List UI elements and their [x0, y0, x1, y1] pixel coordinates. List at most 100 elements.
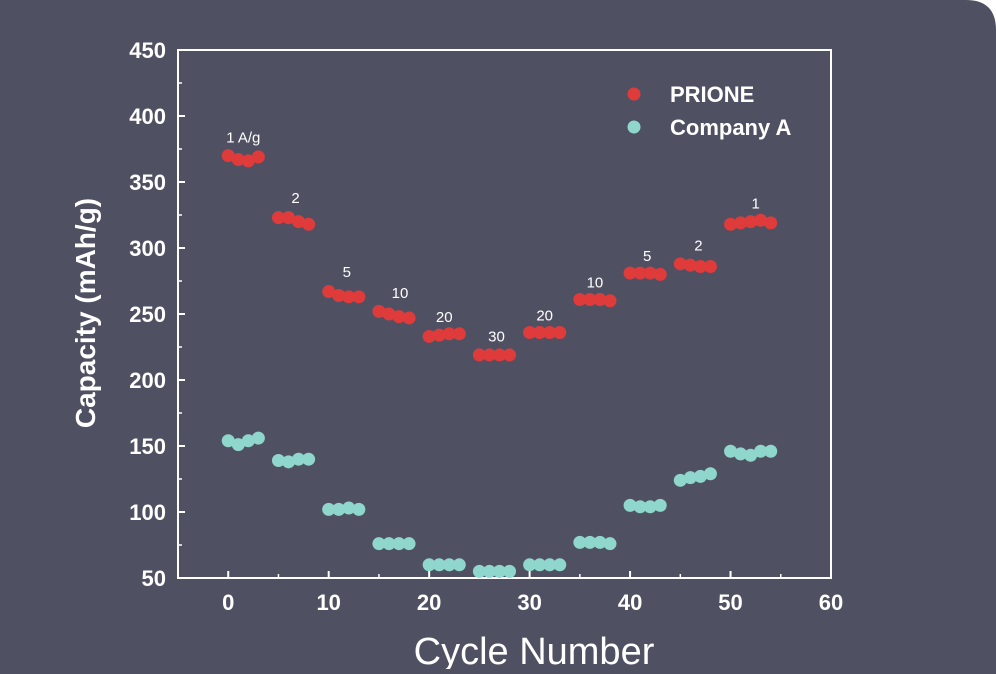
data-point — [523, 325, 537, 339]
data-point — [744, 215, 758, 229]
data-point — [703, 467, 717, 481]
data-point — [352, 290, 366, 304]
data-point — [724, 444, 738, 458]
data-point — [764, 216, 778, 230]
data-point — [623, 266, 637, 280]
rate-annotation: 2 — [291, 190, 299, 207]
legend-label: PRIONE — [670, 82, 754, 107]
data-point — [302, 217, 316, 231]
data-point — [231, 153, 245, 167]
data-point — [724, 217, 738, 231]
data-point — [482, 348, 496, 362]
rate-annotation: 5 — [343, 264, 351, 281]
data-point — [482, 564, 496, 578]
data-point — [603, 537, 617, 551]
data-point — [543, 558, 557, 572]
data-point — [382, 307, 396, 321]
data-point — [452, 327, 466, 341]
y-tick-label: 250 — [129, 302, 166, 327]
rate-annotation: 10 — [392, 285, 409, 302]
y-tick-label: 200 — [129, 368, 166, 393]
data-point — [472, 564, 486, 578]
rate-annotation: 20 — [436, 309, 453, 326]
data-point — [683, 471, 697, 485]
data-point — [432, 558, 446, 572]
corner-decoration — [966, 0, 996, 30]
data-point — [442, 327, 456, 341]
x-axis-label: Cycle Number — [414, 631, 655, 669]
data-point — [593, 535, 607, 549]
y-tick-label: 300 — [129, 236, 166, 261]
y-tick-label: 50 — [142, 566, 166, 591]
data-point — [553, 325, 567, 339]
data-point — [422, 558, 436, 572]
rate-annotation: 1 A/g — [226, 129, 260, 146]
y-tick-label: 350 — [129, 170, 166, 195]
data-point — [492, 348, 506, 362]
rate-annotation: 10 — [587, 275, 604, 292]
data-point — [322, 285, 336, 299]
y-tick-label: 100 — [129, 500, 166, 525]
data-point — [633, 500, 647, 514]
legend-label: Company A — [670, 115, 792, 140]
data-point — [744, 448, 758, 462]
data-point — [503, 564, 517, 578]
series-prione — [221, 149, 778, 362]
data-point — [573, 535, 587, 549]
data-point — [292, 215, 306, 229]
data-point — [553, 558, 567, 572]
rate-annotation: 2 — [694, 238, 702, 255]
data-point — [683, 258, 697, 272]
data-point — [322, 502, 336, 516]
y-tick-label: 150 — [129, 434, 166, 459]
data-point — [402, 311, 416, 325]
data-point — [764, 444, 778, 458]
x-tick-label: 20 — [417, 590, 441, 615]
data-point — [593, 292, 607, 306]
data-point — [673, 257, 687, 271]
data-point — [693, 259, 707, 273]
data-point — [734, 216, 748, 230]
data-point — [533, 325, 547, 339]
data-point — [271, 454, 285, 468]
data-point — [271, 211, 285, 225]
legend-marker — [627, 87, 641, 101]
x-tick-label: 60 — [819, 590, 843, 615]
data-point — [372, 537, 386, 551]
data-point — [422, 329, 436, 343]
data-point — [653, 498, 667, 512]
data-point — [452, 558, 466, 572]
y-tick-label: 400 — [129, 104, 166, 129]
data-point — [392, 537, 406, 551]
rate-annotation: 30 — [488, 329, 505, 346]
data-point — [302, 452, 316, 466]
data-point — [492, 564, 506, 578]
data-point — [221, 149, 235, 163]
data-point — [241, 434, 255, 448]
data-point — [673, 473, 687, 487]
data-point — [372, 304, 386, 318]
data-point — [402, 537, 416, 551]
data-point — [643, 500, 657, 514]
data-point — [282, 211, 296, 225]
data-point — [221, 434, 235, 448]
data-point — [332, 289, 346, 303]
data-point — [432, 328, 446, 342]
data-point — [543, 325, 557, 339]
data-point — [653, 267, 667, 281]
data-point — [332, 502, 346, 516]
data-point — [442, 558, 456, 572]
data-point — [251, 150, 265, 164]
data-point — [533, 558, 547, 572]
data-point — [633, 266, 647, 280]
data-point — [342, 501, 356, 515]
data-point — [282, 455, 296, 469]
y-tick-label: 450 — [129, 38, 166, 63]
data-point — [382, 537, 396, 551]
data-point — [643, 266, 657, 280]
x-tick-label: 0 — [222, 590, 234, 615]
data-point — [583, 292, 597, 306]
data-point — [693, 469, 707, 483]
